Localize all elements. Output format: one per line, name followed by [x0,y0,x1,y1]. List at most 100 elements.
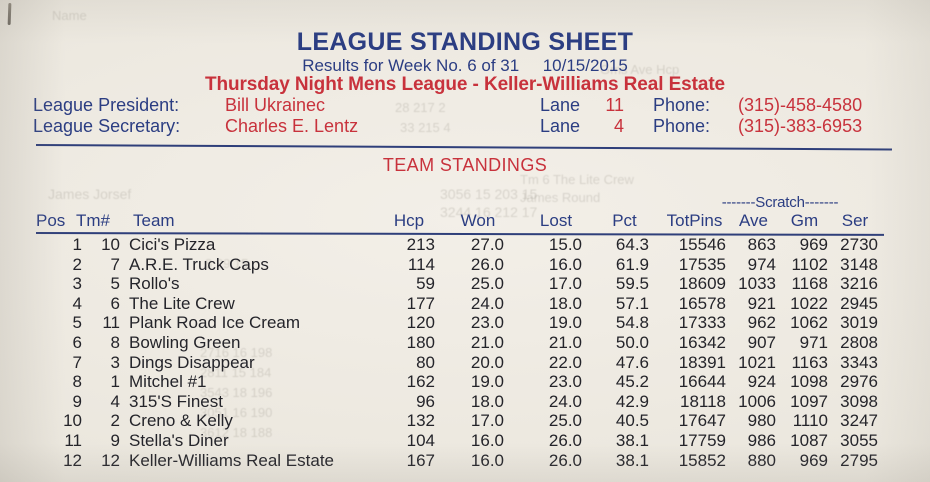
cell-pos: 4 [72,293,82,313]
cell-totpins: 16342 [678,332,726,352]
cell-ave: 974 [747,254,776,274]
cell-won: 17.0 [470,411,504,431]
cell-pos: 6 [72,332,82,352]
scratch-group-header: -------Scratch------- [721,194,839,211]
cell-ser: 3343 [840,352,878,372]
phone-value-2: (315)-383-6953 [738,116,863,136]
cell-team-name: Rollo's [129,274,180,294]
cell-pct: 50.0 [615,332,649,352]
cell-team-name: Plank Road Ice Cream [129,313,301,333]
cell-pos: 9 [72,391,82,411]
cell-totpins: 18391 [678,352,726,372]
cell-ave: 907 [747,332,776,352]
col-header-lost: Lost [539,211,573,230]
cell-pct: 61.9 [615,254,649,274]
secretary-label: League Secretary: [33,116,181,136]
cell-team-name: Creno & Kelly [129,411,233,431]
cell-ser: 2795 [840,450,878,470]
cell-ser: 2808 [840,332,878,352]
cell-lost: 25.0 [548,411,582,431]
phone-label-2: Phone: [653,116,711,136]
table-row: 5 11 Plank Road Ice Cream 120 23.0 19.0 54.8 17… [0,313,930,333]
lane-value-2: 4 [613,116,624,136]
table-row: 12 12 Keller-Williams Real Estate 167 16.0 26… [0,451,930,471]
cell-hcp: 132 [406,411,435,431]
lane-value-1: 11 [605,95,624,115]
cell-hcp: 120 [406,313,435,333]
cell-team-name: Cici's Pizza [129,235,216,254]
cell-team-number: 9 [110,430,120,450]
cell-pct: 38.1 [615,430,649,450]
cell-gm: 1110 [792,411,828,431]
cell-hcp: 96 [416,391,435,411]
cell-gm: 1163 [791,352,828,372]
cell-ave: 1006 [738,391,776,411]
cell-team-number: 11 [102,313,120,333]
cell-hcp: 59 [416,274,435,294]
col-header-pct: Pct [612,211,637,230]
table-row: 8 1 Mitchel #1 162 19.0 23.0 45.2 16644 924 1098 2… [0,372,930,392]
lane-label-1: Lane [540,95,581,115]
table-row: 6 8 Bowling Green 180 21.0 21.0 50.0 16342 907 97… [0,333,930,353]
cell-team-number: 6 [110,293,120,313]
cell-team-number: 8 [110,332,120,352]
cell-ave: 1021 [738,352,776,372]
cell-team-number: 7 [110,254,120,274]
col-header-hcp: Hcp [393,211,425,230]
table-header-row: Pos Tm# Team Hcp Won Lost Pct TotPins Av… [0,211,930,233]
cell-lost: 18.0 [548,293,582,313]
cell-lost: 26.0 [548,430,582,450]
cell-team-number: 5 [110,274,120,294]
week-label: Results for Week No. 6 of 31 [302,56,520,75]
cell-ser: 2730 [840,235,878,254]
cell-totpins: 17647 [678,411,726,431]
cell-totpins: 17535 [678,254,726,274]
col-header-totpins: TotPins [666,211,723,230]
phone-label-1: Phone: [653,95,711,115]
cell-gm: 1097 [790,391,828,411]
cell-ave: 1033 [738,274,776,294]
cell-lost: 26.0 [548,450,582,470]
cell-won: 24.0 [470,293,504,313]
cell-won: 21.0 [470,332,504,352]
cell-team-name: Stella's Diner [129,430,229,450]
table-row: 1 10 Cici's Pizza 213 27.0 15.0 64.3 15546 863 96… [0,235,930,255]
cell-totpins: 17759 [678,430,726,450]
cell-team-name: Keller-Williams Real Estate [129,450,334,470]
results-subtitle: Results for Week No. 6 of 31 10/15/2015 [0,56,930,76]
cell-ser: 2945 [840,293,878,313]
cell-pct: 59.5 [615,274,649,294]
cell-hcp: 213 [406,235,435,254]
cell-gm: 1102 [791,254,828,274]
cell-team-name: Bowling Green [129,332,241,352]
cell-pct: 42.9 [615,391,649,411]
cell-pos: 2 [72,254,82,274]
cell-lost: 19.0 [548,313,582,333]
cell-team-name: Mitchel #1 [129,372,207,392]
cell-ave: 880 [747,450,776,470]
table-row: 7 3 Dings Disappear 80 20.0 22.0 47.6 18391 1021… [0,353,930,373]
cell-team-number: 4 [110,391,120,411]
cell-ave: 986 [747,430,776,450]
header-divider-rule [35,144,892,151]
table-row: 9 4 315'S Finest 96 18.0 24.0 42.9 18118 1006 109… [0,392,930,412]
cell-gm: 1168 [791,274,828,294]
lane-label-2: Lane [540,116,581,136]
cell-won: 18.0 [470,391,504,411]
cell-pct: 64.3 [615,235,649,254]
cell-team-name: 315'S Finest [129,391,223,411]
cell-totpins: 16578 [678,293,726,313]
cell-ser: 3019 [840,313,878,333]
cell-team-name: Dings Disappear [129,352,255,372]
cell-pos: 7 [72,352,82,372]
cell-totpins: 18609 [678,274,726,294]
cell-hcp: 180 [406,332,435,352]
cell-won: 27.0 [470,235,504,254]
cell-ser: 3148 [840,254,878,274]
cell-gm: 1098 [790,372,828,392]
cell-lost: 21.0 [548,332,582,352]
cell-pct: 47.6 [615,352,649,372]
cell-won: 19.0 [470,372,504,392]
cell-ave: 980 [747,411,776,431]
